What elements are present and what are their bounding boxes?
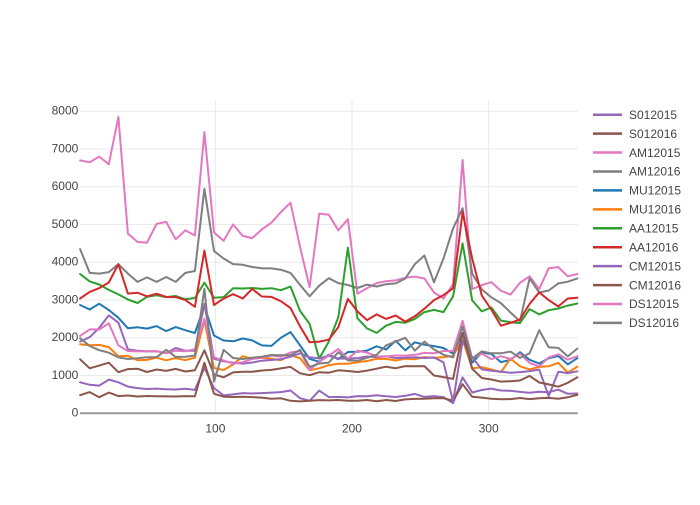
svg-text:AM12015: AM12015 (629, 146, 681, 160)
svg-text:200: 200 (342, 422, 362, 436)
svg-text:MU12016: MU12016 (629, 203, 681, 217)
svg-text:AA12016: AA12016 (629, 240, 679, 254)
svg-text:100: 100 (205, 422, 225, 436)
svg-text:CM12015: CM12015 (629, 259, 681, 273)
svg-text:8000: 8000 (52, 104, 79, 118)
svg-text:5000: 5000 (52, 217, 79, 231)
svg-text:6000: 6000 (52, 179, 79, 193)
svg-text:S012016: S012016 (629, 127, 677, 141)
svg-text:0: 0 (72, 406, 79, 420)
svg-text:1000: 1000 (52, 368, 79, 382)
svg-text:S012015: S012015 (629, 108, 677, 122)
svg-text:MU12015: MU12015 (629, 184, 681, 198)
svg-text:DS12015: DS12015 (629, 297, 679, 311)
svg-text:AM12016: AM12016 (629, 165, 681, 179)
svg-text:CM12016: CM12016 (629, 278, 681, 292)
svg-text:4000: 4000 (52, 255, 79, 269)
svg-text:2000: 2000 (52, 330, 79, 344)
svg-text:300: 300 (479, 422, 499, 436)
svg-text:DS12016: DS12016 (629, 316, 679, 330)
svg-text:AA12015: AA12015 (629, 221, 679, 235)
svg-text:3000: 3000 (52, 292, 79, 306)
svg-text:7000: 7000 (52, 141, 79, 155)
